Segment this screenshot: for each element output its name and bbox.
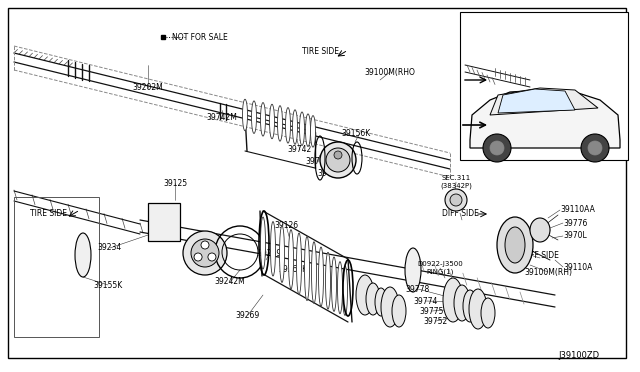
Text: 39110A: 39110A <box>563 263 593 272</box>
Text: 39269: 39269 <box>258 248 282 257</box>
Ellipse shape <box>356 275 374 315</box>
Ellipse shape <box>326 148 350 172</box>
Ellipse shape <box>581 134 609 162</box>
Text: 39774: 39774 <box>414 296 438 305</box>
Text: 39742: 39742 <box>288 145 312 154</box>
Ellipse shape <box>454 285 470 321</box>
Text: DIFF SIDE: DIFF SIDE <box>442 208 479 218</box>
Text: 39156K: 39156K <box>341 128 371 138</box>
Ellipse shape <box>445 189 467 211</box>
Ellipse shape <box>269 104 275 139</box>
Ellipse shape <box>280 226 285 282</box>
Ellipse shape <box>588 141 602 155</box>
Text: 39100M(RH): 39100M(RH) <box>524 267 572 276</box>
Text: 39734: 39734 <box>306 157 330 167</box>
Text: 39778: 39778 <box>406 285 430 294</box>
Text: 39234: 39234 <box>98 244 122 253</box>
Ellipse shape <box>481 298 495 328</box>
Ellipse shape <box>342 266 348 315</box>
Ellipse shape <box>334 151 342 159</box>
Text: J39100ZD: J39100ZD <box>559 350 600 359</box>
Text: NOT FOR SALE: NOT FOR SALE <box>172 32 228 42</box>
Text: 39268K: 39268K <box>278 266 308 275</box>
Text: 39242M: 39242M <box>214 278 245 286</box>
Text: 39202M: 39202M <box>132 83 163 93</box>
Bar <box>148 203 180 241</box>
Ellipse shape <box>292 110 298 144</box>
Text: 39242: 39242 <box>184 243 208 251</box>
Ellipse shape <box>497 217 533 273</box>
Polygon shape <box>490 88 598 115</box>
Ellipse shape <box>243 99 248 131</box>
Ellipse shape <box>530 218 550 242</box>
Text: 39269: 39269 <box>236 311 260 320</box>
Ellipse shape <box>443 278 463 322</box>
Ellipse shape <box>326 252 330 309</box>
Text: SEC.311
(38342P): SEC.311 (38342P) <box>440 175 472 189</box>
Text: 39126: 39126 <box>274 221 298 230</box>
Ellipse shape <box>366 283 380 315</box>
Ellipse shape <box>296 233 301 295</box>
Ellipse shape <box>310 116 316 147</box>
Ellipse shape <box>463 290 477 322</box>
Bar <box>14 197 99 337</box>
Ellipse shape <box>337 262 342 314</box>
Text: 39110AA: 39110AA <box>560 205 595 215</box>
Ellipse shape <box>194 253 202 261</box>
Ellipse shape <box>289 230 294 289</box>
Text: 39735: 39735 <box>318 169 342 177</box>
Ellipse shape <box>75 233 91 277</box>
Ellipse shape <box>278 106 282 141</box>
Bar <box>460 12 628 160</box>
Ellipse shape <box>490 141 504 155</box>
Text: 39775: 39775 <box>420 307 444 315</box>
Text: 39742M: 39742M <box>207 113 237 122</box>
Ellipse shape <box>252 101 257 134</box>
Ellipse shape <box>405 248 421 292</box>
Ellipse shape <box>305 114 310 147</box>
Ellipse shape <box>285 108 291 143</box>
Text: TIRE SIDE: TIRE SIDE <box>301 48 339 57</box>
Ellipse shape <box>381 287 399 327</box>
Ellipse shape <box>483 134 511 162</box>
Text: D0922-J3500
RING(1): D0922-J3500 RING(1) <box>417 261 463 275</box>
Ellipse shape <box>469 289 487 329</box>
Polygon shape <box>470 90 620 148</box>
Ellipse shape <box>332 257 337 311</box>
Ellipse shape <box>300 112 305 145</box>
Ellipse shape <box>201 241 209 249</box>
Ellipse shape <box>260 103 266 136</box>
Ellipse shape <box>450 194 462 206</box>
Ellipse shape <box>183 231 227 275</box>
Text: 39125: 39125 <box>163 179 187 187</box>
Ellipse shape <box>271 222 275 276</box>
Ellipse shape <box>208 253 216 261</box>
Ellipse shape <box>505 227 525 263</box>
Text: 39752: 39752 <box>424 317 448 326</box>
Text: TIRE SIDE: TIRE SIDE <box>29 208 67 218</box>
Ellipse shape <box>319 247 323 306</box>
Ellipse shape <box>191 239 219 267</box>
Text: 3970L: 3970L <box>563 231 587 241</box>
Ellipse shape <box>312 242 317 304</box>
Ellipse shape <box>375 288 387 316</box>
Ellipse shape <box>320 142 356 178</box>
Polygon shape <box>498 89 575 113</box>
Ellipse shape <box>260 217 266 269</box>
Ellipse shape <box>392 295 406 327</box>
Text: DIFF SIDE: DIFF SIDE <box>522 250 559 260</box>
Ellipse shape <box>305 237 310 301</box>
Text: 39100M(RHO: 39100M(RHO <box>365 67 415 77</box>
Text: 39155K: 39155K <box>93 280 123 289</box>
Text: 39776: 39776 <box>563 218 588 228</box>
